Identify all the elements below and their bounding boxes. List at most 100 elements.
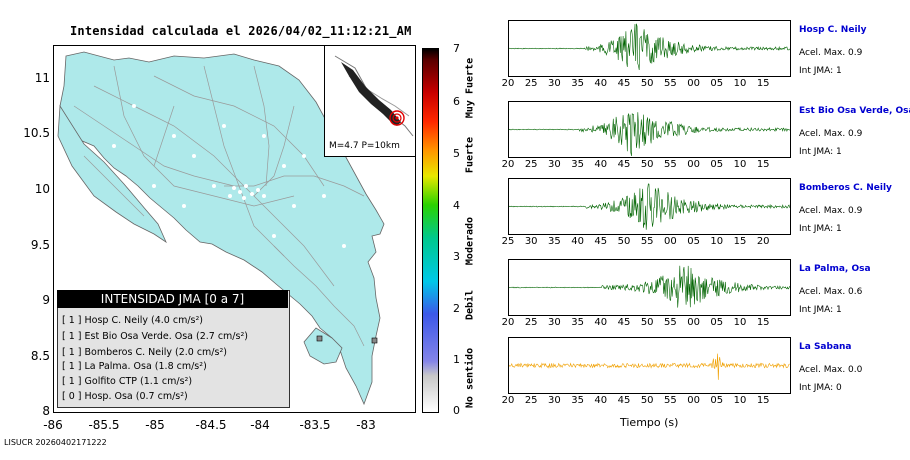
inset-label: M=4.7 P=10km xyxy=(329,141,400,151)
scale-word: Moderado xyxy=(464,216,476,266)
jma-intensity: Int JMA: 1 xyxy=(799,224,842,234)
time-tick-label: 35 xyxy=(548,236,561,247)
time-tick-label: 20 xyxy=(501,317,515,328)
waveform xyxy=(508,265,790,308)
waveform xyxy=(508,183,790,230)
map-xtick: -85.5 xyxy=(88,418,120,432)
scale-word: Debil xyxy=(464,289,476,321)
inset-map: M=4.7 P=10km xyxy=(324,45,416,157)
waveform-trace xyxy=(508,183,790,230)
seismogram-panel[interactable] xyxy=(508,101,791,158)
seismogram-panel[interactable] xyxy=(508,337,791,394)
time-tick-label: 45 xyxy=(617,395,631,406)
scale-word: Muy Fuerte xyxy=(464,57,476,119)
jma-intensity: Int JMA: 1 xyxy=(799,305,842,315)
legend-row: [ 1 ] Hosp C. Neily (4.0 cm/s²) xyxy=(62,315,203,326)
time-tick-label: 25 xyxy=(524,78,538,89)
seismogram-panel[interactable] xyxy=(508,20,791,77)
waveform-trace xyxy=(508,112,790,157)
time-tick-label: 10 xyxy=(733,395,747,406)
costa-rica-map xyxy=(57,51,385,406)
intensity-color-scale xyxy=(422,48,439,413)
time-tick-label: 50 xyxy=(617,236,631,247)
legend-row: [ 1 ] Bomberos C. Neily (2.0 cm/s²) xyxy=(62,347,227,358)
map-title: Intensidad calculada el 2026/04/02_11:12… xyxy=(70,24,412,38)
map-xtick: -84.5 xyxy=(195,418,227,432)
scale-word: No sentido xyxy=(464,347,476,409)
station-name[interactable]: Est Bio Osa Verde, Osa xyxy=(799,106,910,116)
nicoya-peninsula xyxy=(57,104,167,244)
legend-row: [ 1 ] Est Bio Osa Verde. Osa (2.7 cm/s²) xyxy=(62,331,248,342)
legend-header: INTENSIDAD JMA [0 a 7] xyxy=(57,290,288,308)
time-tick-label: 25 xyxy=(524,159,538,170)
scale-number: 4 xyxy=(453,199,460,212)
map-xtick: -83 xyxy=(356,418,376,432)
scale-number: 3 xyxy=(453,250,460,263)
jma-intensity: Int JMA: 1 xyxy=(799,66,842,76)
map-ytick: 11 xyxy=(34,71,50,85)
waveform xyxy=(508,353,790,380)
jma-intensity: Int JMA: 1 xyxy=(799,147,842,157)
scale-number: 6 xyxy=(453,95,460,108)
map-ytick: 8.5 xyxy=(30,349,50,363)
time-tick-label: 50 xyxy=(640,395,654,406)
scale-number: 0 xyxy=(453,404,460,417)
time-tick-label: 45 xyxy=(617,78,631,89)
station-name[interactable]: La Palma, Osa xyxy=(799,264,871,274)
max-acceleration: Acel. Max. 0.0 xyxy=(799,365,863,375)
station-name[interactable]: Hosp C. Neily xyxy=(799,25,867,35)
time-tick-label: 55 xyxy=(664,317,677,328)
footer-label: LISUCR 20260402171222 xyxy=(4,438,107,447)
legend-row: [ 1 ] La Palma. Osa (1.8 cm/s²) xyxy=(62,361,207,372)
time-tick-label: 30 xyxy=(524,236,538,247)
time-tick-label: 45 xyxy=(594,236,608,247)
max-acceleration: Acel. Max. 0.9 xyxy=(799,48,863,58)
waveform-trace xyxy=(508,265,790,308)
time-tick-label: 45 xyxy=(617,317,631,328)
time-tick-label: 25 xyxy=(501,236,515,247)
time-tick-label: 00 xyxy=(687,317,700,328)
station-square xyxy=(316,335,323,342)
road-network xyxy=(73,65,365,347)
time-tick-label: 35 xyxy=(571,78,584,89)
time-tick-label: 15 xyxy=(756,78,770,89)
map-xtick: -84 xyxy=(250,418,270,432)
time-tick-label: 15 xyxy=(756,395,770,406)
time-tick-label: 25 xyxy=(524,395,538,406)
seismogram-panel[interactable] xyxy=(508,178,791,235)
time-tick-label: 35 xyxy=(571,395,584,406)
time-tick-label: 05 xyxy=(710,159,724,170)
time-tick-label: 05 xyxy=(687,236,700,247)
time-tick-label: 10 xyxy=(733,317,747,328)
time-tick-label: 00 xyxy=(687,159,700,170)
max-acceleration: Acel. Max. 0.9 xyxy=(799,129,863,139)
land-polygon xyxy=(59,51,385,406)
seismogram-panel[interactable] xyxy=(508,259,791,316)
legend-row: [ 1 ] Golfito CTP (1.1 cm/s²) xyxy=(62,376,193,387)
time-tick-label: 35 xyxy=(571,317,584,328)
osa-peninsula xyxy=(303,327,343,365)
inset-region-svg xyxy=(334,55,414,137)
map-xtick: -83.5 xyxy=(299,418,331,432)
waveform xyxy=(508,23,790,71)
map-ytick: 9.5 xyxy=(30,238,50,252)
map-ytick: 10.5 xyxy=(23,126,50,140)
waveform xyxy=(508,112,790,157)
time-tick-label: 40 xyxy=(571,236,584,247)
time-tick-label: 40 xyxy=(594,78,608,89)
station-name[interactable]: Bomberos C. Neily xyxy=(799,183,892,193)
time-tick-label: 05 xyxy=(710,78,724,89)
time-tick-label: 30 xyxy=(548,395,561,406)
time-tick-label: 55 xyxy=(664,395,677,406)
map-xtick: -85 xyxy=(145,418,165,432)
time-tick-label: 45 xyxy=(617,159,631,170)
map-ytick: 10 xyxy=(34,182,50,196)
time-tick-label: 50 xyxy=(640,317,654,328)
station-dots xyxy=(112,104,346,248)
map-xtick: -86 xyxy=(43,418,63,432)
time-tick-label: 50 xyxy=(640,78,654,89)
epicenter-marker xyxy=(389,110,405,126)
time-tick-label: 30 xyxy=(548,159,561,170)
station-name[interactable]: La Sabana xyxy=(799,342,852,352)
time-axis-label: Tiempo (s) xyxy=(620,416,679,429)
